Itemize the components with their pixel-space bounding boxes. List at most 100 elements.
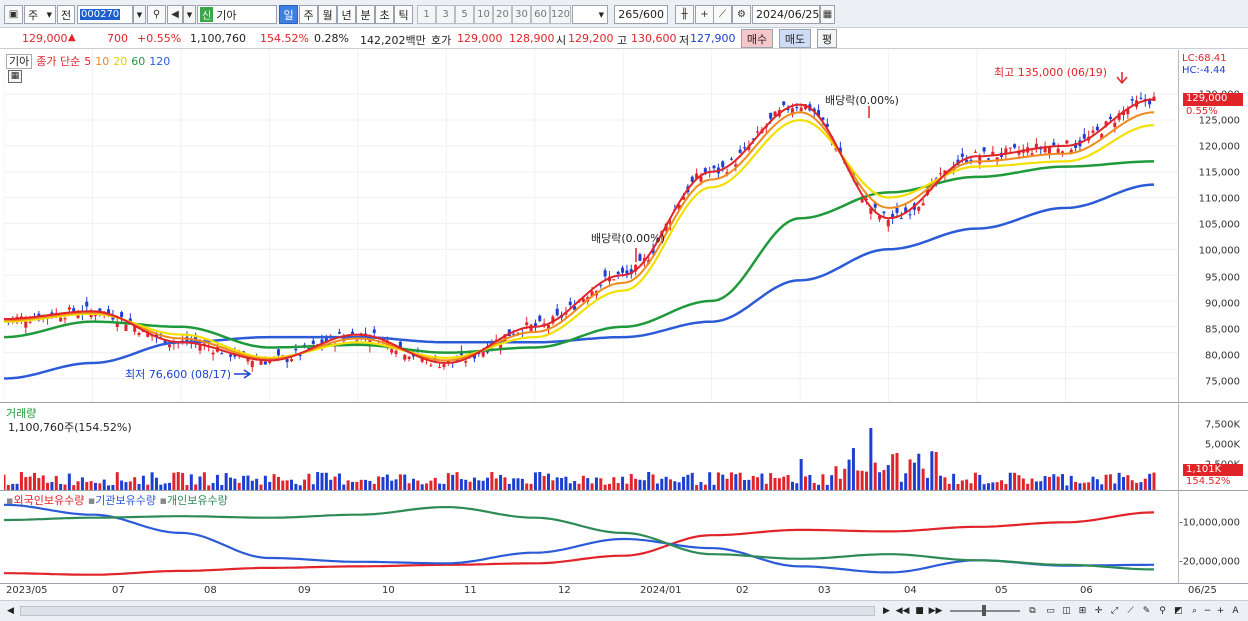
crosshair-icon[interactable]: ✛ (1094, 605, 1103, 616)
edit-icon[interactable]: ✎ (1142, 605, 1151, 616)
interval-30-button[interactable]: 30 (512, 5, 531, 24)
candle-body (525, 322, 529, 326)
interval-3-button[interactable]: 3 (436, 5, 455, 24)
volume-bar (176, 472, 180, 490)
interval-20-button[interactable]: 20 (493, 5, 512, 24)
stop-icon[interactable]: ■ (915, 605, 924, 616)
candle-body (185, 336, 189, 343)
volume-bar (4, 474, 6, 490)
candle-body (290, 359, 293, 362)
volume-bar (812, 482, 816, 490)
calculator-icon[interactable]: ▦ (8, 70, 22, 83)
market-type-select[interactable]: 주 ▼ (24, 5, 56, 24)
zoom-in-icon[interactable]: + (1216, 605, 1225, 616)
interval-10-button[interactable]: 10 (474, 5, 493, 24)
volume-bar (860, 470, 864, 490)
period-day-button[interactable]: 일 (279, 5, 298, 24)
volume-chart[interactable] (4, 404, 1178, 490)
candle-body (573, 306, 577, 311)
price-chart[interactable] (4, 50, 1178, 402)
volume-axis: 7,500K 5,000K 2,500K 1,101K 154.52% (1178, 404, 1244, 490)
volume-bar (729, 472, 733, 490)
first-page-icon[interactable]: ◀◀ (895, 605, 910, 616)
zoom-out-icon[interactable]: − (1203, 605, 1212, 616)
candle-type-icon[interactable]: ╫ (675, 5, 694, 24)
volume-bar (817, 484, 821, 490)
sell-button[interactable]: 매도 (779, 29, 811, 48)
scroll-right-icon[interactable]: ▶ (883, 605, 890, 616)
period-tick-button[interactable]: 틱 (394, 5, 413, 24)
candle-body (24, 321, 28, 328)
speaker-dropdown-button[interactable]: ▼ (183, 5, 196, 24)
candle-body (242, 351, 246, 353)
low-price: 127,900 (690, 32, 736, 45)
stock-code-input[interactable]: 000270 (77, 5, 133, 24)
last-page-icon[interactable]: ▶▶ (928, 605, 943, 616)
volume-bar (690, 472, 694, 490)
drawing-tool-icon[interactable]: ⟋ (713, 5, 732, 24)
interval-5-button[interactable]: 5 (455, 5, 474, 24)
volume-bar (141, 475, 145, 490)
volume-bar (85, 481, 89, 490)
grid-icon[interactable]: ⊞ (1078, 605, 1087, 616)
interval-1-button[interactable]: 1 (417, 5, 436, 24)
volume-bar (194, 484, 198, 490)
candle-body (769, 112, 773, 119)
zoom-icon[interactable]: ⚲ (1159, 605, 1166, 616)
code-dropdown-button[interactable]: ▼ (133, 5, 146, 24)
move-icon[interactable]: ⤢ (1110, 605, 1119, 616)
pane-divider (0, 490, 1248, 491)
font-size-icon[interactable]: A (1232, 605, 1239, 616)
candle-body (581, 298, 585, 302)
window-menu-icon[interactable]: ▣ (4, 5, 23, 24)
add-indicator-icon[interactable]: + (695, 5, 714, 24)
period-year-button[interactable]: 년 (337, 5, 356, 24)
period-minute-button[interactable]: 분 (356, 5, 375, 24)
interval-60-button[interactable]: 60 (531, 5, 550, 24)
split-icon[interactable]: ◫ (1062, 605, 1071, 616)
horizontal-scrollbar[interactable] (20, 606, 875, 616)
volume-bar (1030, 478, 1034, 490)
screenshot-icon[interactable]: ◩ (1174, 605, 1183, 616)
volume-bar (647, 471, 651, 490)
low-arrow-head (243, 369, 252, 379)
current-price-marker: 129,000 (1183, 93, 1243, 106)
prev-button[interactable]: 전 (57, 5, 75, 24)
data-count-field[interactable]: 265/600 (614, 5, 668, 24)
zoom-slider-handle[interactable] (982, 605, 986, 616)
period-month-button[interactable]: 월 (318, 5, 337, 24)
volume-bar (590, 483, 594, 490)
volume-bar (316, 472, 320, 490)
period-second-button[interactable]: 초 (375, 5, 394, 24)
holdings-axis: -10,000,000 -20,000,000 (1178, 491, 1244, 583)
current-price-pct: 0.55% (1186, 106, 1218, 117)
volume-bar (1143, 478, 1147, 490)
search-icon[interactable]: ⚲ (147, 5, 166, 24)
stock-name-field[interactable]: 신 기아 (197, 5, 277, 24)
eval-button[interactable]: 평 (817, 29, 837, 48)
candle-body (137, 333, 141, 335)
calendar-icon[interactable]: ▦ (820, 5, 835, 24)
volume-bar (1113, 483, 1117, 490)
period-week-button[interactable]: 주 (299, 5, 318, 24)
price-tick: 85,000 (1205, 324, 1240, 336)
buy-button[interactable]: 매수 (741, 29, 773, 48)
date-input[interactable]: 2024/06/25 (752, 5, 820, 24)
holdings-chart[interactable] (4, 491, 1178, 583)
layout-icon[interactable]: ▭ (1046, 605, 1055, 616)
speaker-icon[interactable]: ◀ (167, 5, 183, 24)
interval-120-button[interactable]: 120 (550, 5, 571, 24)
volume-bar (499, 474, 503, 490)
new-badge: 신 (200, 7, 214, 22)
candle-body (355, 340, 359, 342)
volume-bar (398, 474, 402, 490)
gear-icon[interactable]: ⚙ (732, 5, 751, 24)
candle-body (873, 203, 877, 208)
candle-body (960, 153, 964, 157)
volume-bar (229, 477, 233, 490)
scroll-left-icon[interactable]: ◀ (7, 605, 14, 616)
custom-interval-select[interactable]: ▼ (572, 5, 608, 24)
magnify-icon[interactable]: ⌕ (1191, 605, 1198, 616)
copy-icon[interactable]: ⧉ (1029, 605, 1036, 616)
trend-icon[interactable]: ⟋ (1127, 605, 1134, 616)
